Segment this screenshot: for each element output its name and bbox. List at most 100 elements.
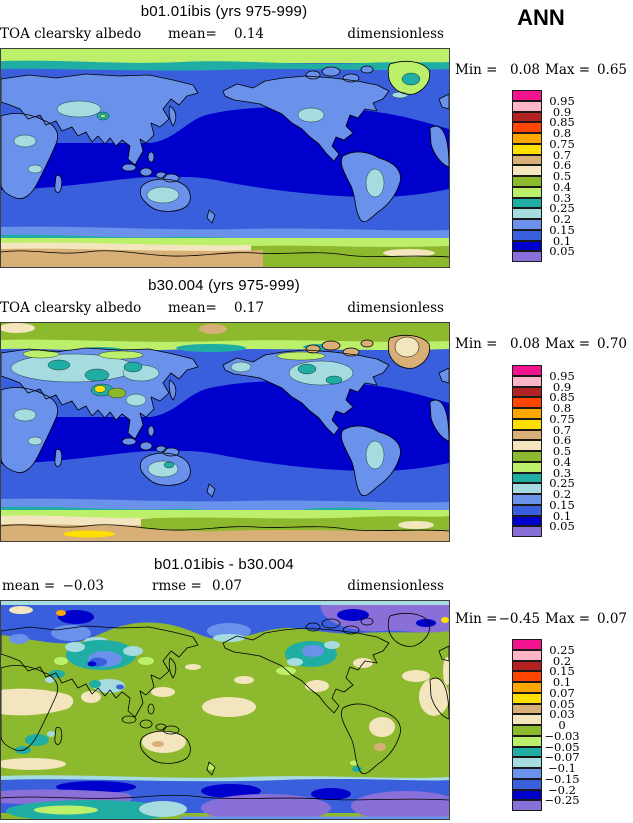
panel1-stats-row: TOA clearsky albedo mean= 0.14 dimension… — [0, 26, 448, 43]
legend-color-box — [512, 768, 542, 779]
panel3-map — [0, 600, 450, 820]
panel1-mean-value: 0.14 — [233, 26, 264, 42]
legend-color-box — [512, 100, 542, 112]
legend-tick-label: 0.25 — [549, 201, 575, 216]
legend-tick-label: −0.15 — [544, 771, 580, 786]
panel3-max-label: Max = — [545, 611, 591, 627]
legend-tick-label: 0.2 — [552, 487, 572, 501]
legend-tick-label: 0.15 — [549, 664, 575, 679]
legend-color-box — [512, 229, 542, 241]
panel1-min-label: Min = — [455, 62, 498, 78]
legend-color-box — [512, 692, 542, 704]
legend-tick-label: 0.25 — [549, 476, 575, 491]
panel2-min-label: Min = — [455, 336, 498, 352]
legend-tick-label: 0.5 — [552, 444, 572, 458]
legend-color-box — [512, 418, 542, 430]
legend-tick-label: −0.25 — [544, 793, 580, 808]
panel3-units: dimensionless — [347, 578, 444, 594]
legend-color-box — [512, 111, 542, 123]
legend-color-box — [512, 375, 542, 387]
legend-tick-label: 0.25 — [549, 642, 575, 657]
legend-color-box — [512, 494, 542, 505]
contour-patches — [13, 72, 421, 204]
legend-tick-label: 0.4 — [552, 454, 572, 469]
legend-color-box — [512, 671, 542, 682]
legend-tick-label: 0.5 — [552, 169, 572, 183]
legend-tick-label: 0.6 — [552, 433, 572, 448]
legend-tick-label: 0.8 — [552, 401, 572, 415]
panel3-rmse-label: rmse = — [152, 578, 202, 594]
legend-tick-label: 0.07 — [549, 685, 575, 700]
panel3-mean-label: mean = — [2, 578, 56, 594]
legend-tick-label: 0.95 — [549, 368, 575, 383]
legend-color-box — [512, 386, 542, 398]
legend-color-box — [512, 746, 542, 758]
legend-tick-label: 0.05 — [549, 244, 575, 259]
legend-color-box — [512, 735, 542, 747]
map-difference — [1, 601, 449, 819]
map-b01-01ibis — [1, 49, 449, 267]
legend-color-box — [512, 451, 542, 462]
map-b30-004 — [1, 323, 449, 541]
legend-tick-label: 0.75 — [549, 136, 575, 151]
difference-field — [1, 601, 449, 819]
panel2-max-label: Max = — [545, 336, 591, 352]
panel1-title: b01.01ibis (yrs 975-999) — [140, 3, 308, 20]
panel1-minmax: Min = 0.08 Max = 0.65 — [452, 62, 633, 78]
legend-tick-label: 0.95 — [549, 93, 575, 108]
legend-color-box — [512, 504, 542, 516]
legend-tick-label: 0.85 — [549, 390, 575, 405]
legend-tick-label: 0.75 — [549, 411, 575, 426]
legend-tick-label: −0.07 — [544, 750, 580, 765]
legend-tick-label: 0.6 — [552, 158, 572, 173]
legend-color-box — [512, 90, 542, 101]
panel3-mean-value: −0.03 — [62, 578, 104, 594]
legend-color-box — [512, 682, 542, 693]
legend-color-box — [512, 176, 542, 187]
legend-tick-label: −0.05 — [544, 739, 580, 754]
legend-tick-label: 0.2 — [552, 212, 572, 226]
contour-patches — [10, 336, 420, 478]
panel1-legend-colorbar: 0.95 0.9 0.85 0.8 0.75 0.7 0.6 0.5 0.4 0.3 0.25 0.2… — [512, 90, 592, 264]
legend-color-box — [512, 408, 542, 419]
panel2-max-value: 0.70 — [596, 336, 627, 352]
legend-color-box — [512, 649, 542, 661]
legend-tick-label: 0.1 — [552, 675, 572, 689]
panel2-mean-value: 0.17 — [233, 300, 264, 316]
legend-color-box — [512, 703, 542, 715]
legend-color-box — [512, 660, 542, 672]
legend-color-box — [512, 186, 542, 198]
legend-tick-label: 0.85 — [549, 115, 575, 130]
legend-tick-label: 0.05 — [549, 519, 575, 534]
legend-tick-label: −0.1 — [548, 761, 576, 775]
legend-color-box — [512, 472, 542, 484]
legend-color-box — [512, 397, 542, 408]
legend-color-box — [512, 240, 542, 252]
legend-tick-label: 0.9 — [552, 379, 572, 394]
legend-color-box — [512, 133, 542, 144]
panel2-variable-label: TOA clearsky albedo — [0, 300, 142, 316]
legend-color-box — [512, 461, 542, 473]
legend-color-box — [512, 251, 542, 262]
legend-tick-label: 0.7 — [552, 422, 572, 437]
legend-color-box — [512, 440, 542, 451]
legend-color-box — [512, 789, 542, 801]
panel3-stats-row: mean = −0.03 rmse = 0.07 dimensionless — [0, 578, 448, 595]
legend-tick-label: 0.15 — [549, 497, 575, 512]
legend-color-box — [512, 515, 542, 527]
legend-color-box — [512, 429, 542, 441]
legend-color-box — [512, 219, 542, 230]
panel3-legend-colorbar: 0.25 0.2 0.15 0.1 0.07 0.05 0.03 0 −0.03 −0.05 −0.… — [512, 639, 592, 813]
panel2-legend-colorbar: 0.95 0.9 0.85 0.8 0.75 0.7 0.6 0.5 0.4 0.3 0.25 0.2… — [512, 365, 592, 539]
legend-color-box — [512, 154, 542, 166]
legend-color-box — [512, 483, 542, 494]
panel2-map — [0, 322, 450, 542]
panel3-minmax: Min = −0.45 Max = 0.07 — [452, 611, 633, 627]
panel2-stats-row: TOA clearsky albedo mean= 0.17 dimension… — [0, 300, 448, 317]
legend-tick-label: 0.3 — [552, 190, 572, 205]
legend-color-box — [512, 725, 542, 736]
legend-color-box — [512, 778, 542, 790]
legend-tick-label: −0.03 — [544, 728, 580, 743]
panel2-min-value: 0.08 — [509, 336, 540, 352]
